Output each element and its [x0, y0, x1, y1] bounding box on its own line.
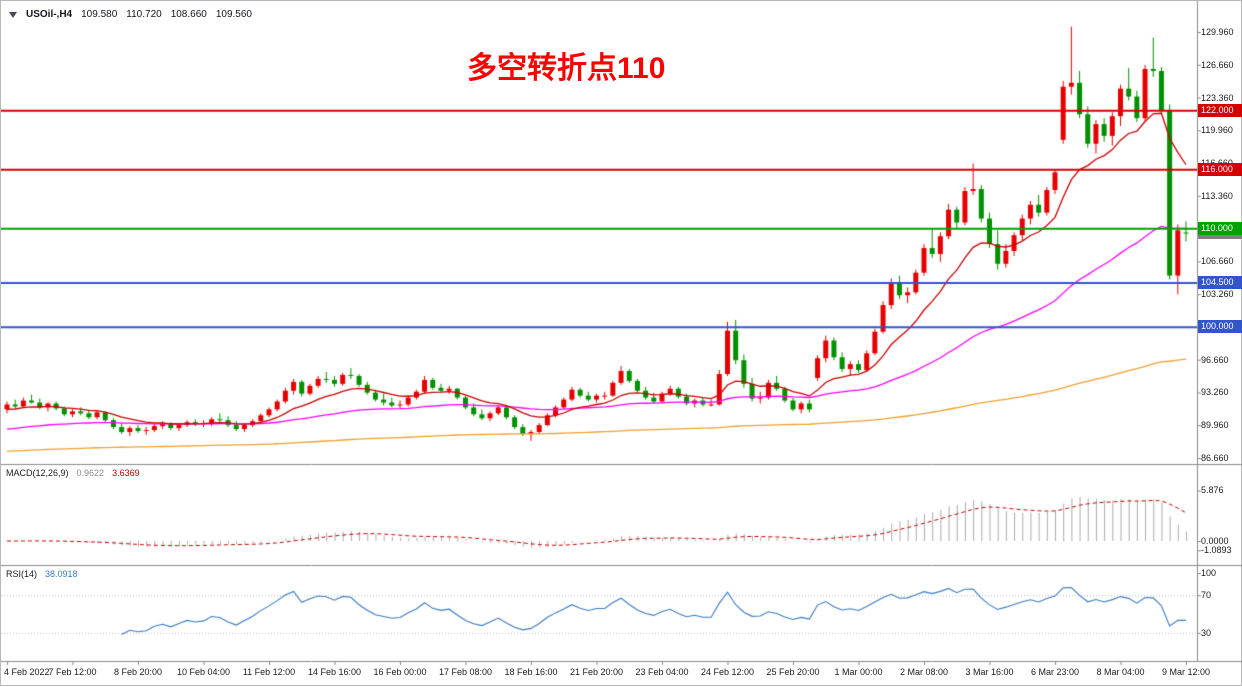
- time-label: 2 Mar 08:00: [899, 667, 949, 677]
- price-tick: 113.360: [1201, 190, 1233, 201]
- rsi-title: RSI(14): [6, 569, 38, 579]
- macd-tick: 0.0000: [1201, 536, 1229, 546]
- macd-indicator-label: MACD(12,26,9) 0.9622 3.6369: [6, 468, 140, 478]
- time-label: 6 Mar 23:00: [1030, 667, 1080, 677]
- price-tick: 126.660: [1201, 59, 1234, 70]
- time-label: 23 Feb 04:00: [635, 667, 689, 677]
- price-tick: 119.960: [1201, 125, 1233, 136]
- time-label: 21 Feb 20:00: [569, 667, 624, 677]
- time-label: 9 Mar 12:00: [1161, 667, 1211, 677]
- price-axis[interactable]: 129.960 126.660 123.360 119.960 116.660 113.3…: [1197, 1, 1242, 465]
- macd-axis[interactable]: 5.876 0.0000 -1.0893: [1197, 465, 1242, 566]
- time-label: 10 Feb 04:00: [176, 667, 231, 677]
- price-tick: 129.960: [1201, 27, 1234, 37]
- rsi-tick: 100: [1201, 568, 1217, 578]
- price-tick: 106.660: [1201, 256, 1234, 267]
- rsi-tick: 30: [1201, 627, 1212, 638]
- time-label: 16 Feb 00:00: [373, 667, 427, 677]
- time-label: 18 Feb 16:00: [504, 667, 558, 677]
- price-tick: 110.060: [1201, 223, 1233, 234]
- price-tick: 99.960: [1201, 321, 1229, 332]
- price-tick: 86.660: [1201, 452, 1229, 463]
- time-label: 11 Feb 12:00: [242, 667, 296, 677]
- time-label: 17 Feb 08:00: [438, 667, 493, 677]
- rsi-value: 38.0918: [45, 569, 78, 579]
- time-label: 4 Feb 2022: [4, 667, 50, 677]
- chart-annotation-text[interactable]: 多空转折点110: [467, 52, 666, 85]
- time-label: 25 Feb 20:00: [766, 667, 820, 677]
- ohlc-low-value: 108.660: [170, 9, 207, 20]
- ohlc-open-value: 109.580: [81, 9, 118, 20]
- time-label: 7 Feb 12:00: [48, 667, 97, 677]
- time-label: 8 Feb 20:00: [113, 667, 163, 677]
- price-tick: 123.360: [1201, 92, 1234, 103]
- macd-title: MACD(12,26,9): [6, 468, 69, 478]
- symbol-timeframe-label: USOil-,H4: [26, 9, 73, 20]
- macd-main-value: 0.9622: [76, 468, 105, 478]
- time-label: 24 Feb 12:00: [700, 667, 755, 677]
- ohlc-close-value: 109.560: [215, 9, 252, 20]
- time-label: 14 Feb 16:00: [307, 667, 362, 677]
- macd-signal-value: 3.6369: [112, 468, 140, 478]
- time-axis[interactable]: 4 Feb 2022 7 Feb 12:00 8 Feb 20:00 10 Feb 0…: [1, 664, 1242, 686]
- time-label: 8 Mar 04:00: [1096, 667, 1145, 677]
- price-tick: 116.660: [1201, 158, 1233, 169]
- macd-tick: 5.876: [1201, 485, 1224, 496]
- price-tick: 96.660: [1201, 354, 1229, 365]
- rsi-tick: 70: [1201, 590, 1212, 601]
- chart-collapse-icon: [9, 11, 17, 18]
- price-tick: 93.260: [1201, 387, 1229, 398]
- price-tick: 89.960: [1201, 420, 1229, 431]
- rsi-indicator-label: RSI(14) 38.0918: [6, 569, 78, 579]
- time-label: 3 Mar 16:00: [965, 667, 1014, 677]
- ohlc-high-value: 110.720: [126, 9, 162, 20]
- price-tick: 103.260: [1201, 289, 1234, 300]
- time-label: 1 Mar 00:00: [834, 667, 883, 677]
- macd-tick: -1.0893: [1201, 545, 1232, 556]
- rsi-axis[interactable]: 100 70 30: [1197, 566, 1242, 661]
- chart-info-bar: USOil-,H4 109.580 110.720 108.660 109.56…: [9, 9, 252, 20]
